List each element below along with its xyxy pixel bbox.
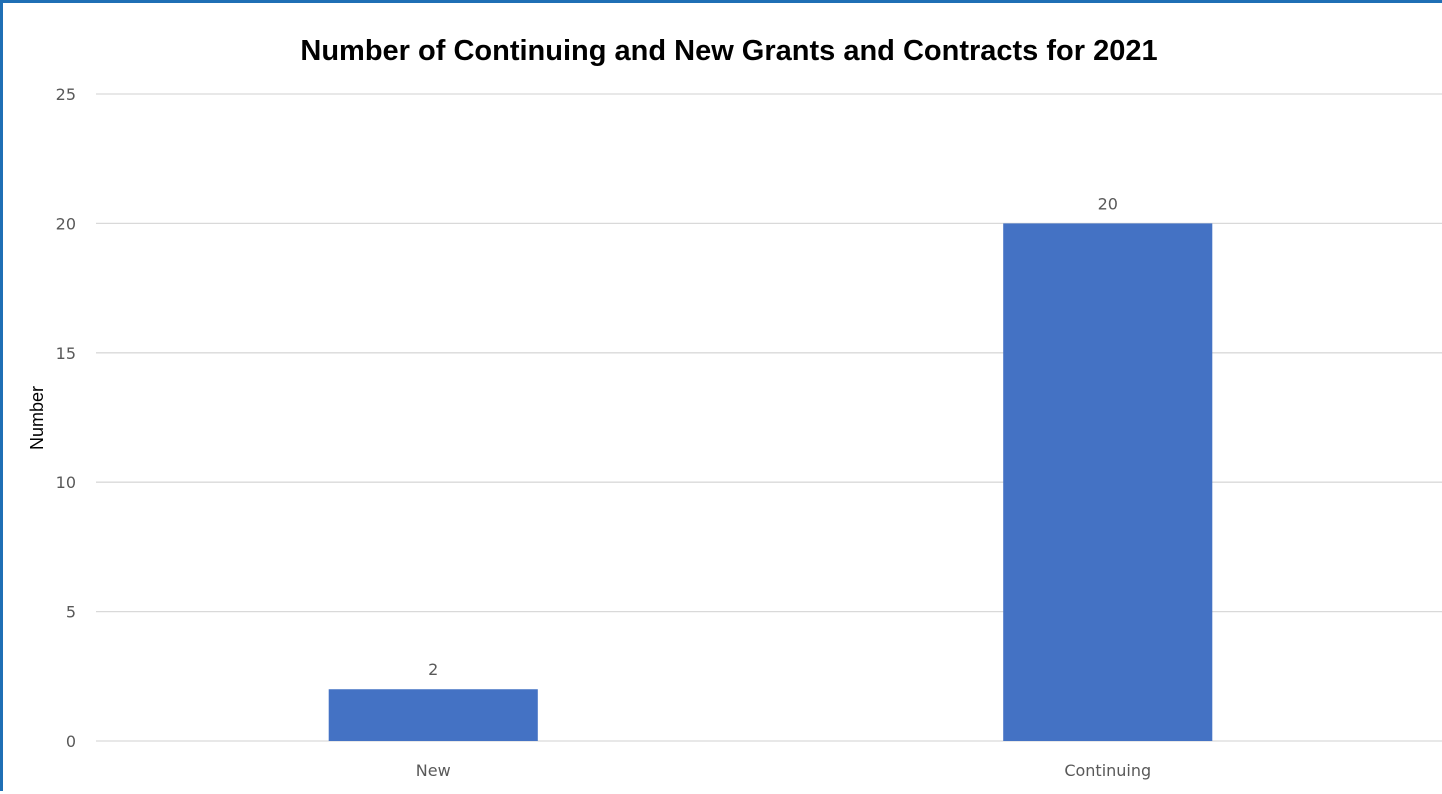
y-tick-label-10: 10 [56, 473, 76, 492]
chart-title: Number of Continuing and New Grants and … [300, 35, 1157, 67]
gridlines [96, 93, 1442, 742]
bar-chart: Number of Continuing and New Grants and … [27, 35, 1442, 780]
labels: 0 5 10 15 20 25 2 New 20 Continuing [56, 85, 1152, 780]
y-tick-label-25: 25 [56, 85, 76, 104]
y-axis-label: Number [27, 386, 47, 450]
bar-new [328, 689, 538, 741]
y-tick-label-0: 0 [66, 732, 76, 751]
data-label-new: 2 [428, 660, 438, 679]
y-tick-label-20: 20 [56, 214, 76, 233]
y-tick-label-5: 5 [66, 603, 76, 622]
data-label-continuing: 20 [1098, 194, 1118, 213]
x-tick-label-new: New [416, 761, 451, 780]
bars [328, 223, 1213, 741]
y-tick-label-15: 15 [56, 344, 76, 363]
bar-continuing [1003, 223, 1213, 741]
x-tick-label-continuing: Continuing [1064, 761, 1151, 780]
